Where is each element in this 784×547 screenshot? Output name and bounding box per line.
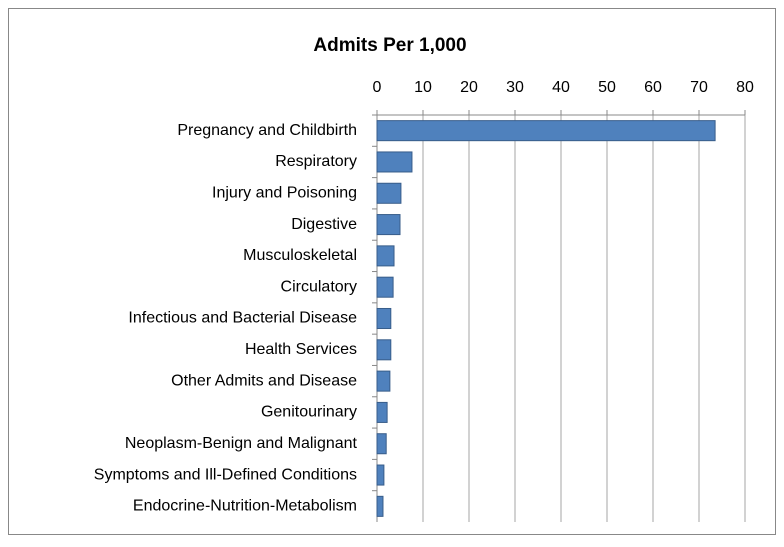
bar (376, 495, 384, 517)
y-tick-label: Respiratory (275, 153, 357, 170)
bar (376, 464, 385, 486)
y-tick-label: Infectious and Bacterial Disease (128, 310, 357, 327)
x-tick-label: 20 (460, 79, 478, 96)
chart-title: Admits Per 1,000 (313, 35, 466, 56)
y-tick-label: Health Services (245, 341, 357, 358)
y-tick-label: Symptoms and Ill-Defined Conditions (94, 466, 357, 483)
y-tick-label: Circulatory (281, 278, 357, 295)
bar (376, 433, 387, 455)
chart-border (8, 8, 776, 535)
y-tick-label: Pregnancy and Childbirth (177, 122, 357, 139)
x-tick-label: 30 (506, 79, 524, 96)
x-tick-label: 10 (414, 79, 432, 96)
y-tick-label: Musculoskeletal (243, 247, 357, 264)
y-tick-label: Genitourinary (261, 404, 357, 421)
y-tick-label: Other Admits and Disease (171, 372, 357, 389)
x-tick-label: 0 (373, 79, 382, 96)
y-tick-label: Digestive (291, 216, 357, 233)
bar (376, 151, 413, 173)
bar (376, 182, 402, 204)
bar (376, 307, 392, 330)
bar (376, 370, 391, 392)
x-tick-label: 60 (644, 79, 662, 96)
bar (376, 339, 392, 361)
bar (376, 245, 395, 267)
y-tick-label: Neoplasm-Benign and Malignant (125, 435, 358, 452)
bar (376, 401, 388, 423)
bar (376, 120, 716, 142)
x-tick-label: 80 (736, 79, 754, 96)
bar (376, 214, 401, 236)
x-tick-label: 70 (690, 79, 708, 96)
y-tick-label: Injury and Poisoning (212, 184, 357, 201)
x-tick-label: 50 (598, 79, 616, 96)
x-tick-label: 40 (552, 79, 570, 96)
y-tick-label: Endocrine-Nutrition-Metabolism (133, 498, 357, 515)
bar (376, 276, 394, 298)
